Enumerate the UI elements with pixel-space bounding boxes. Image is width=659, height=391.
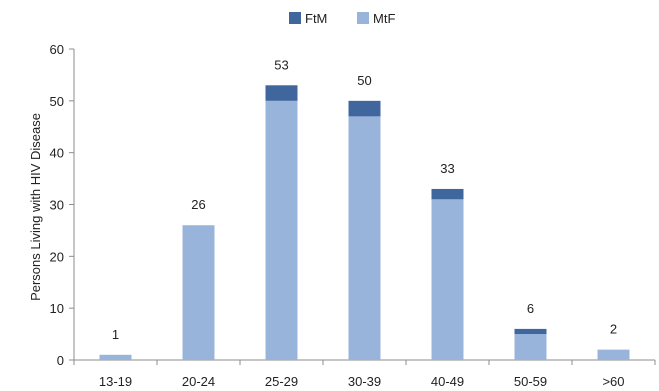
bar-segment-ftm [431,188,464,200]
bar-segment-ftm [514,328,547,335]
bars [99,85,630,360]
x-tick-label: 25-29 [265,374,298,389]
y-tick-label: 10 [50,301,64,316]
data-label-total: 6 [527,301,534,316]
bar-segment-mtf [431,199,464,360]
data-label-total: 2 [610,322,617,337]
data-label-total: 50 [357,73,371,88]
x-tick-label: 20-24 [182,374,215,389]
bar-segment-mtf [514,334,547,360]
y-tick-label: 20 [50,249,64,264]
y-tick-label: 60 [50,42,64,57]
bar-segment-mtf [597,349,630,360]
data-label-total: 1 [112,327,119,342]
data-labels: 1 13-19 26 20-24 53 25-29 50 30-39 33 40-49 6 50-59… [99,57,625,389]
legend-swatch-mtf [357,12,369,24]
data-label-total: 33 [440,161,454,176]
y-tick-label: 30 [50,198,64,213]
y-tick-label: 50 [50,94,64,109]
bar-segment-ftm [265,85,298,101]
x-tick-label: 40-49 [431,374,464,389]
x-tick-label: >60 [602,374,624,389]
bar-segment-ftm [348,100,381,117]
legend: FtM MtF [289,11,395,26]
bar-segment-mtf [348,116,381,360]
x-tick-label: 50-59 [514,374,547,389]
y-tick-label: 40 [50,146,64,161]
bar-segment-mtf [99,354,132,360]
bar-segment-mtf [182,225,215,360]
legend-swatch-ftm [289,12,301,24]
y-tick-label: 0 [57,353,64,368]
axes: 0 10 20 30 40 50 60 [50,42,656,368]
data-label-total: 26 [191,197,205,212]
legend-label-ftm: FtM [305,11,327,26]
x-tick-label: 30-39 [348,374,381,389]
x-tick-label: 13-19 [99,374,132,389]
legend-label-mtf: MtF [373,11,395,26]
data-label-total: 53 [274,57,288,72]
bar-segment-mtf [265,100,298,360]
y-axis-title: Persons Living with HIV Disease [28,113,43,301]
